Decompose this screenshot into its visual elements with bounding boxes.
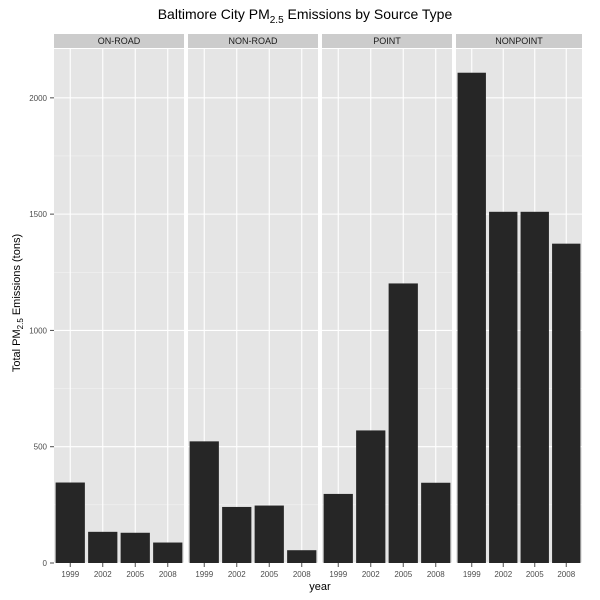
x-tick-label: 1999 — [61, 570, 79, 579]
x-tick-label: 2008 — [293, 570, 311, 579]
bar-nonpoint-2002 — [489, 211, 518, 564]
x-tick-label: 2002 — [362, 570, 380, 579]
bar-nonpoint-2005 — [520, 211, 549, 564]
y-tick-label: 1500 — [29, 210, 47, 219]
bar-point-2008 — [421, 482, 451, 563]
x-tick-label: 2005 — [126, 570, 144, 579]
facet-strip-label: POINT — [373, 36, 401, 46]
bar-on-road-1999 — [55, 482, 85, 563]
x-tick-label: 2002 — [228, 570, 246, 579]
x-tick-label: 1999 — [463, 570, 481, 579]
chart-title-subscript: 2.5 — [270, 15, 284, 26]
facet-strip — [322, 34, 452, 48]
bar-nonpoint-1999 — [457, 72, 486, 563]
x-tick-label: 2005 — [260, 570, 278, 579]
facet-strip-label: ON-ROAD — [98, 36, 141, 46]
x-tick-label: 2005 — [526, 570, 544, 579]
facet-strip — [54, 34, 184, 48]
bar-on-road-2008 — [153, 542, 183, 563]
facet-point: POINT 1999 2002 2005 2008 — [322, 34, 452, 579]
bar-on-road-2005 — [120, 532, 150, 563]
x-tick-label: 2002 — [94, 570, 112, 579]
facet-strip — [456, 34, 582, 48]
facet-panels: ON-ROAD 1999 2002 2005 2008 NON-ROAD 1999 2002 2… — [54, 34, 582, 579]
facet-panel-background — [54, 49, 184, 563]
y-axis-title-suffix: Emissions (tons) — [11, 234, 23, 318]
facet-strip-label: NONPOINT — [495, 36, 543, 46]
x-tick-label: 1999 — [195, 570, 213, 579]
bar-point-1999 — [323, 493, 353, 563]
y-axis-title: Total PM2.5 Emissions (tons) — [11, 234, 25, 372]
facet-non-road: NON-ROAD 1999 2002 2005 2008 — [188, 34, 318, 579]
bar-on-road-2002 — [88, 531, 118, 563]
bar-point-2002 — [356, 430, 386, 563]
facet-panel-background — [322, 49, 452, 563]
y-tick-label: 2000 — [29, 94, 47, 103]
facet-on-road: ON-ROAD 1999 2002 2005 2008 — [54, 34, 184, 579]
chart-title: Baltimore City PM2.5 Emissions by Source… — [158, 6, 453, 26]
facet-nonpoint: NONPOINT 1999 2002 2005 2008 — [456, 34, 582, 579]
bar-non-road-2008 — [287, 550, 317, 563]
bar-non-road-2005 — [254, 505, 284, 563]
x-tick-label: 2008 — [159, 570, 177, 579]
y-axis-ticks: 0 500 1000 1500 2000 — [29, 94, 54, 568]
y-axis-title-subscript: 2.5 — [16, 318, 25, 330]
x-tick-label: 2005 — [394, 570, 412, 579]
bar-non-road-2002 — [222, 506, 252, 563]
y-tick-label: 500 — [34, 443, 48, 452]
chart-title-suffix: Emissions by Source Type — [284, 6, 453, 22]
y-axis-title-prefix: Total PM — [11, 329, 23, 372]
x-tick-label: 1999 — [329, 570, 347, 579]
bar-nonpoint-2008 — [552, 243, 581, 564]
bar-non-road-1999 — [189, 441, 219, 563]
x-tick-label: 2008 — [557, 570, 575, 579]
x-tick-label: 2002 — [494, 570, 512, 579]
x-axis-title: year — [309, 581, 331, 593]
y-tick-label: 0 — [43, 559, 48, 568]
bar-point-2005 — [388, 283, 418, 563]
facet-strip-label: NON-ROAD — [229, 36, 278, 46]
facet-strip — [188, 34, 318, 48]
y-tick-label: 1000 — [29, 326, 47, 335]
x-tick-label: 2008 — [427, 570, 445, 579]
chart-title-prefix: Baltimore City PM — [158, 6, 270, 22]
